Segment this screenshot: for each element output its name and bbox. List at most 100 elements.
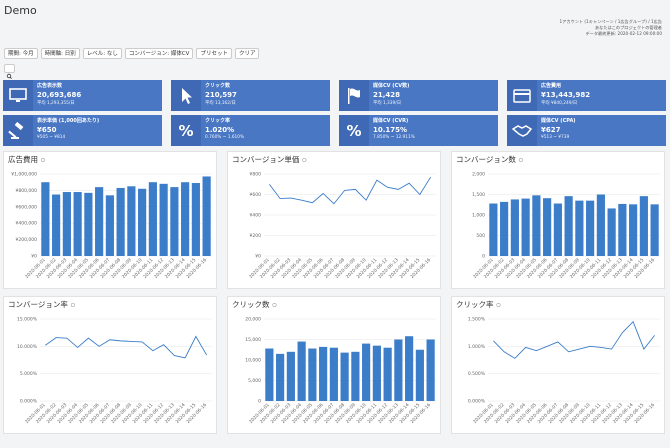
bar: [607, 208, 616, 256]
info-icon: [302, 157, 307, 163]
bar: [394, 339, 403, 401]
bar: [629, 204, 638, 256]
chart-title: コンバージョン率: [8, 299, 68, 309]
y-tick-label: 0: [482, 254, 485, 260]
icon: [513, 88, 531, 103]
kpi-card: クリック数 210,597 平均 13,162/日: [171, 80, 330, 111]
bar: [127, 186, 136, 256]
bar: [265, 348, 274, 401]
kpi-value: 20,693,686: [37, 91, 82, 99]
kpi-card: 広告費用 ¥13,443,982 平均 ¥840,249/日: [507, 80, 666, 111]
kpi-icon: [3, 80, 33, 111]
bar: [95, 187, 104, 256]
toolbar-button[interactable]: 期間: 今月: [4, 48, 38, 59]
bar: [181, 182, 190, 256]
kpi-icon: [171, 80, 201, 111]
y-tick-label: 1.000%: [468, 344, 486, 350]
y-tick-label: 10,000: [245, 358, 261, 364]
y-tick-label: 0.500%: [468, 371, 486, 377]
y-tick-label: 5,000: [248, 378, 261, 384]
y-tick-label: 15,000: [245, 337, 261, 343]
kpi-card: 表示単価 (1,000回あたり) ¥650 ¥505 ~ ¥814: [3, 115, 162, 146]
kpi-label: クリック数: [205, 83, 231, 89]
info-line: データ最終更新: 2020-02-12 09:00:00: [585, 31, 662, 36]
bar: [500, 201, 509, 256]
bar: [308, 348, 317, 401]
chart-title: クリック数: [232, 299, 270, 309]
y-tick-label: ¥1,000,000: [11, 172, 37, 178]
toolbar-button[interactable]: レベル: なし: [82, 48, 122, 59]
bar: [84, 192, 93, 256]
chart-card: 広告費用 ¥0 ¥200,000 ¥400,000 ¥600,000 ¥800,000 ¥1…: [3, 151, 217, 289]
toolbar-button[interactable]: クリア: [234, 48, 260, 59]
kpi-value: ¥650: [37, 126, 57, 134]
y-tick-label: 1,000: [472, 213, 485, 219]
kpi-card: 媒体CV (CPA) ¥627 ¥513 ~ ¥739: [507, 115, 666, 146]
kpi-label: 広告表示数: [37, 83, 63, 89]
bar: [586, 200, 595, 256]
kpi-card: % クリック率 1.020% 0.760% ~ 1.610%: [171, 115, 330, 146]
toolbar-button[interactable]: プリセット: [196, 48, 232, 59]
kpi-icon: [3, 115, 33, 146]
kpi-sub: 7.850% ~ 12.911%: [373, 135, 415, 140]
chart: 広告費用 ¥0 ¥200,000 ¥400,000 ¥600,000 ¥800,000 ¥1…: [8, 154, 212, 280]
kpi-icon: %: [171, 115, 201, 146]
kpi-text: 媒体CV (CV数) 21,428 平均 1,339/日: [369, 80, 413, 111]
toolbar-button[interactable]: コンバージョン: 媒体CV: [124, 48, 194, 59]
chart: コンバージョン数05001,0001,5002,0002020-06-01202…: [456, 154, 660, 280]
kpi-sub: ¥513 ~ ¥739: [541, 135, 570, 140]
icon: [9, 87, 27, 102]
chart-card: コンバージョン数 0 500 1,000 1,500 2,000 2020-06-01 202…: [451, 151, 665, 289]
account-info: 1アカウント (1キャンペーン / 1広告グループ) / 1広告 あなたはこのプロ…: [559, 19, 662, 37]
y-tick-label: 2,000: [472, 172, 485, 178]
bar: [148, 182, 157, 256]
y-tick-label: 5.000%: [20, 371, 38, 377]
kpi-value: 1.020%: [205, 126, 235, 134]
info-icon: [518, 157, 523, 163]
bar: [415, 349, 424, 401]
kpi-text: 媒体CV (CVR) 10.175% 7.850% ~ 12.911%: [369, 115, 419, 146]
kpi-label: 媒体CV (CV数): [373, 83, 410, 89]
bar: [159, 183, 168, 256]
bar: [276, 353, 285, 401]
y-tick-label: ¥0: [31, 254, 37, 260]
kpi-icon: [339, 80, 369, 111]
icon: %: [346, 122, 361, 140]
bar: [138, 188, 147, 256]
kpi-icon: [507, 80, 537, 111]
chart-card: クリック率 0.000% 0.500% 1.000% 1.500% 2020-06-01 2…: [451, 296, 665, 434]
bar: [297, 341, 306, 401]
bar: [329, 347, 338, 401]
chart-title: クリック率: [456, 299, 494, 309]
chart: クリック数05,00010,00015,00020,0002020-06-012…: [232, 299, 436, 425]
icon: [182, 87, 192, 104]
chart: コンバージョン単価¥0¥200¥400¥600¥8002020-06-01202…: [232, 154, 436, 280]
kpi-sub: 平均 13,162/日: [205, 101, 236, 106]
toolbar-button[interactable]: 時間軸: 日別: [40, 48, 80, 59]
bar: [564, 196, 573, 256]
bar: [426, 339, 435, 401]
toolbar: 期間: 今月 時間軸: 日別 レベル: なし コンバージョン: 媒体CV プリセット クリ…: [4, 48, 260, 59]
info-icon: [496, 302, 501, 308]
bar: [639, 196, 648, 256]
kpi-text: 媒体CV (CPA) ¥627 ¥513 ~ ¥739: [537, 115, 580, 146]
kpi-value: ¥627: [541, 126, 561, 134]
page-title: Demo: [4, 4, 37, 17]
chart: クリック率0.000%0.500%1.000%1.500%2020-06-012…: [456, 299, 660, 425]
y-tick-label: 0.000%: [468, 399, 486, 405]
search-button[interactable]: [4, 64, 15, 79]
bar: [543, 198, 552, 256]
bar: [62, 192, 71, 256]
kpi-card: 媒体CV (CV数) 21,428 平均 1,339/日: [339, 80, 498, 111]
chart-title: コンバージョン数: [456, 154, 516, 164]
bar: [521, 198, 530, 256]
bar: [170, 187, 179, 256]
kpi-value: ¥13,443,982: [541, 91, 591, 99]
bar: [596, 194, 605, 256]
y-tick-label: ¥600,000: [16, 204, 38, 210]
line: [269, 176, 432, 205]
kpi-text: 広告費用 ¥13,443,982 平均 ¥840,249/日: [537, 80, 594, 111]
bar: [372, 345, 381, 401]
kpi-icon: %: [339, 115, 369, 146]
